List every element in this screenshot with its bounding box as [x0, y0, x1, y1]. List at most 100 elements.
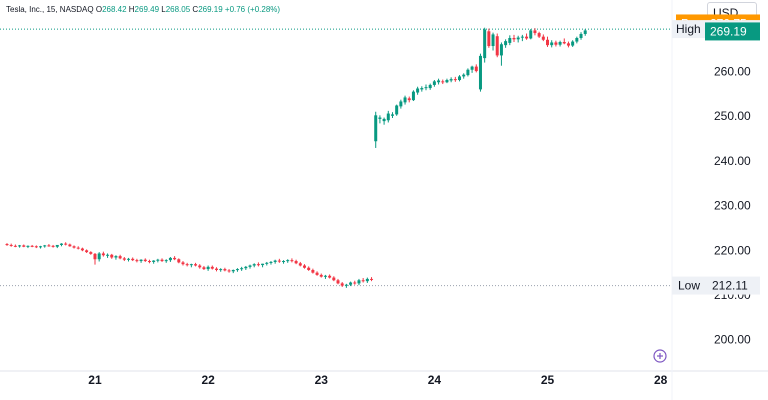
candle-body: [22, 245, 26, 247]
candle-body: [378, 117, 382, 119]
candle-body: [235, 269, 239, 271]
candle-body: [39, 246, 43, 248]
candle-body: [445, 80, 449, 83]
candle-body: [210, 266, 214, 269]
high-label: High: [676, 22, 701, 36]
high-value: 269.49: [134, 5, 160, 14]
candle-body: [135, 260, 139, 262]
candle-body: [122, 258, 126, 260]
last-price: 269.19: [710, 24, 747, 38]
candle-body: [147, 261, 151, 263]
candle-body: [51, 245, 55, 247]
candle-body: [374, 115, 378, 142]
candle-body: [277, 260, 281, 262]
high-label: H: [128, 5, 135, 14]
candle-body: [566, 43, 570, 46]
add-alert-icon[interactable]: [653, 349, 667, 363]
x-tick-label: 22: [201, 373, 215, 387]
candle-body: [282, 261, 286, 263]
candle-body: [72, 246, 76, 248]
candle-body: [189, 264, 193, 266]
candle-body: [525, 36, 529, 39]
ohlc-header: Tesla, Inc., 15, NASDAQ O268.42 H269.49 …: [6, 5, 280, 14]
candle-body: [537, 33, 541, 37]
candle-body: [491, 34, 495, 47]
open-label: O: [95, 5, 103, 14]
y-tick-label: 260.00: [714, 65, 751, 79]
candle-body: [93, 253, 97, 260]
candle-body: [386, 113, 390, 121]
candle-body: [411, 91, 415, 101]
candle-body: [215, 268, 218, 270]
candle-body: [177, 259, 181, 263]
candle-body: [307, 267, 311, 270]
candle-body: [420, 88, 424, 90]
candle-body: [202, 267, 206, 270]
candle-body: [59, 243, 63, 245]
low-tag-box: [672, 276, 760, 295]
candle-body: [9, 244, 13, 246]
candle-body: [474, 66, 478, 72]
candle-body: [118, 256, 122, 259]
candle-body: [68, 244, 72, 247]
candle-body: [311, 269, 315, 273]
candle-body: [160, 259, 164, 262]
candle-body: [437, 80, 441, 83]
candle-body: [298, 263, 302, 266]
candle-body: [349, 282, 353, 285]
candle-body: [483, 29, 487, 59]
candle-body: [340, 283, 344, 286]
horizontal-levels: [0, 28, 672, 287]
candle-body: [315, 272, 319, 275]
candle-body: [487, 31, 491, 47]
candle-body: [583, 30, 587, 34]
candle-body: [416, 88, 420, 93]
x-axis-labels: 21 22 23 24 25 28: [88, 373, 667, 387]
candle-body: [89, 252, 93, 254]
candle-body: [139, 259, 143, 262]
candle-body: [558, 42, 562, 45]
candle-body: [390, 114, 394, 116]
close-value: 269.19: [198, 5, 223, 14]
candle-body: [101, 253, 105, 256]
candle-body: [365, 278, 369, 282]
candle-body: [80, 248, 84, 251]
change-value: +0.76 (+0.28%): [224, 5, 281, 14]
candle-body: [106, 254, 110, 256]
candle-body: [357, 280, 361, 284]
candle-body: [227, 270, 231, 272]
candle-body: [382, 118, 386, 122]
candle-body: [173, 257, 177, 260]
candle-body: [265, 262, 269, 264]
low-value: 268.05: [165, 5, 191, 14]
candle-body: [114, 256, 118, 258]
candle-body: [64, 243, 68, 245]
candle-body: [399, 101, 403, 107]
candle-body: [571, 41, 575, 46]
candle-body: [529, 30, 533, 39]
candle-body: [323, 275, 327, 277]
candle-body: [466, 69, 470, 76]
candle-body: [449, 79, 453, 81]
candle-body: [47, 245, 51, 247]
candle-body: [470, 66, 474, 70]
candle-body: [97, 253, 101, 260]
candle-body: [432, 81, 436, 85]
candle-body: [269, 261, 273, 263]
symbol-label: Tesla, Inc., 15, NASDAQ: [6, 5, 94, 14]
candle-body: [328, 275, 332, 278]
candle-body: [478, 55, 482, 90]
candle-body: [43, 245, 47, 247]
candle-body: [131, 258, 135, 261]
candle-body: [5, 244, 9, 246]
candle-body: [286, 260, 290, 262]
candle-body: [495, 36, 499, 56]
candle-body: [336, 280, 340, 284]
candle-body: [34, 246, 38, 248]
candle-body: [219, 269, 223, 271]
candle-body: [248, 265, 252, 267]
candle-body: [546, 39, 550, 46]
candle-body: [85, 250, 89, 253]
